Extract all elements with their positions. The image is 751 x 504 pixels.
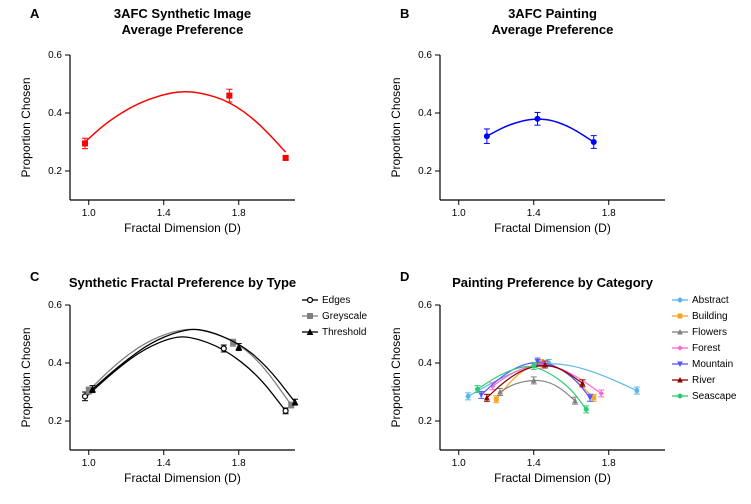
panel-C: C Synthetic Fractal Preference by Type 1.0…: [19, 269, 367, 485]
chart-title: Average Preference: [122, 22, 244, 37]
y-tick-label: 0.6: [48, 50, 62, 61]
chart-title: Painting Preference by Category: [452, 275, 654, 290]
x-tick-label: 1.8: [602, 458, 616, 469]
chart-title: Average Preference: [492, 22, 614, 37]
legend-label: Edges: [322, 295, 350, 306]
x-axis-label: Fractal Dimension (D): [494, 471, 611, 485]
legend-label: Threshold: [322, 327, 366, 338]
y-tick-label: 0.4: [418, 108, 432, 119]
y-tick-label: 0.4: [418, 358, 432, 369]
y-tick-label: 0.6: [418, 50, 432, 61]
figure-svg: A3AFC Synthetic ImageAverage Preference1…: [0, 0, 751, 504]
x-tick-label: 1.0: [82, 208, 96, 219]
y-axis-label: Proportion Chosen: [389, 77, 403, 177]
series-curve: [93, 329, 296, 402]
legend-label: Building: [692, 311, 728, 322]
y-tick-label: 0.2: [418, 416, 432, 427]
legend: Abstract Building Flowers Forest Mountain Riv…: [672, 295, 737, 402]
x-axis-label: Fractal Dimension (D): [124, 221, 241, 235]
panel-label: A: [30, 6, 40, 21]
series-curve: [487, 119, 594, 142]
x-tick-label: 1.8: [602, 208, 616, 219]
x-tick-label: 1.0: [452, 458, 466, 469]
x-tick-label: 1.4: [527, 208, 541, 219]
x-tick-label: 1.4: [157, 458, 171, 469]
legend-label: Flowers: [692, 327, 727, 338]
y-tick-label: 0.6: [418, 300, 432, 311]
x-tick-label: 1.4: [527, 458, 541, 469]
legend-label: Abstract: [692, 295, 729, 306]
y-axis-label: Proportion Chosen: [389, 327, 403, 427]
y-axis-label: Proportion Chosen: [19, 77, 33, 177]
panel-A: A 3AFC Synthetic ImageAverage Preference 1…: [19, 6, 295, 235]
legend-label: Forest: [692, 343, 721, 354]
series-curve: [85, 337, 286, 411]
chart-title: 3AFC Painting: [508, 6, 597, 21]
x-tick-label: 1.0: [452, 208, 466, 219]
x-tick-label: 1.0: [82, 458, 96, 469]
chart-title: Synthetic Fractal Preference by Type: [69, 275, 296, 290]
x-tick-label: 1.8: [232, 208, 246, 219]
panel-D: D Painting Preference by Category 1.0 1.4 1.…: [389, 269, 737, 485]
legend-label: Greyscale: [322, 311, 367, 322]
legend-label: River: [692, 375, 716, 386]
x-tick-label: 1.8: [232, 458, 246, 469]
legend-label: Seascape: [692, 391, 737, 402]
x-axis-label: Fractal Dimension (D): [494, 221, 611, 235]
legend-label: Mountain: [692, 359, 733, 370]
legend: Edges Greyscale Threshold: [302, 295, 367, 338]
panel-label: C: [30, 269, 40, 284]
y-tick-label: 0.4: [48, 358, 62, 369]
panel-label: B: [400, 6, 409, 21]
y-tick-label: 0.4: [48, 108, 62, 119]
panel-label: D: [400, 269, 409, 284]
y-axis-label: Proportion Chosen: [19, 327, 33, 427]
y-tick-label: 0.2: [418, 166, 432, 177]
x-tick-label: 1.4: [157, 208, 171, 219]
chart-title: 3AFC Synthetic Image: [114, 6, 251, 21]
y-tick-label: 0.6: [48, 300, 62, 311]
series-curve: [85, 92, 286, 152]
panel-B: B 3AFC PaintingAverage Preference 1.0 1.4 1.…: [389, 6, 665, 235]
x-axis-label: Fractal Dimension (D): [124, 471, 241, 485]
y-tick-label: 0.2: [48, 166, 62, 177]
y-tick-label: 0.2: [48, 416, 62, 427]
